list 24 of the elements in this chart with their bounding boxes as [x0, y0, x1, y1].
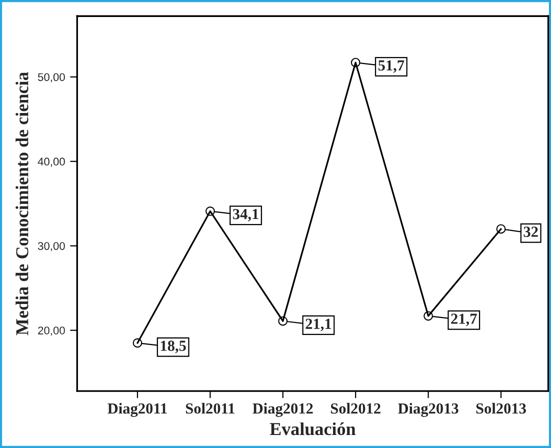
x-tick-label: Diag2011 — [108, 402, 167, 417]
data-label: 32 — [524, 226, 538, 237]
y-tick-label: 40,00 — [38, 158, 65, 167]
y-axis-title: Media de Conocimiento de ciencia — [16, 72, 28, 336]
data-label: 21,7 — [451, 314, 477, 326]
y-tick-label: 50,00 — [38, 73, 65, 82]
x-tick-label: Diag2012 — [252, 402, 313, 417]
point — [278, 316, 288, 326]
point — [424, 311, 433, 321]
data-label: 34,1 — [232, 208, 258, 222]
data-label: 21,1 — [306, 318, 332, 332]
x-axis-title: Evaluación — [270, 422, 356, 436]
y-tick-label: 20,00 — [38, 326, 65, 336]
x-tick-label: Sol2013 — [476, 402, 526, 414]
point — [205, 206, 215, 216]
x-tick-label: Sol2012 — [330, 402, 380, 414]
x-tick-label: Diag2013 — [398, 402, 458, 417]
data-label: 51,7 — [378, 60, 404, 73]
point — [496, 224, 506, 234]
point — [350, 58, 360, 68]
point — [132, 338, 142, 348]
y-tick-label: 30,00 — [38, 242, 65, 252]
x-tick-label: Sol2011 — [186, 402, 234, 414]
data-label: 18,5 — [160, 340, 186, 354]
